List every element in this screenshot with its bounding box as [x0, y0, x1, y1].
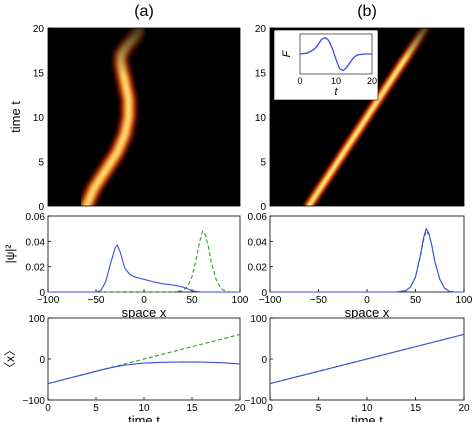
- a-heatmap-ytick-label: 20: [33, 24, 45, 35]
- b-mean-xtick-label: 10: [361, 403, 373, 414]
- b-density-ytick-label: 0.04: [248, 237, 268, 248]
- inset-xtick-label: 20: [367, 76, 377, 86]
- inset-xlabel: t: [334, 86, 338, 98]
- b-heatmap-ytick-label: 15: [255, 69, 267, 80]
- b-density-xtick-label: 50: [410, 295, 422, 306]
- a-mean-ytick-label: 0: [39, 355, 45, 366]
- b-mean-xtick-label: 0: [267, 403, 273, 414]
- b-mean-ytick-label: 100: [250, 314, 267, 325]
- b-mean-ytick-label: −100: [244, 396, 267, 407]
- b-density-xtick-label: −100: [259, 295, 282, 306]
- b-density-frame: [269, 215, 465, 293]
- b-heatmap-ytick-label: 5: [260, 158, 266, 169]
- a-density-xtick-label: 50: [186, 295, 198, 306]
- a-heatmap-ytick-label: 0: [38, 202, 44, 213]
- a-heatmap-heat-core: [84, 28, 143, 206]
- panel-label-b: (b): [357, 3, 377, 20]
- a-heatmap-ytick-label: 5: [38, 158, 44, 169]
- b-mean-series-0-line: [269, 333, 465, 385]
- b-density-ytick-label: 0: [261, 288, 267, 299]
- a-density-ytick-label: 0.06: [26, 212, 46, 223]
- a-heatmap-intensity: [78, 28, 149, 206]
- a-heatmap-ytick-label: 10: [33, 113, 45, 124]
- b-density-ytick-label: 0.06: [248, 212, 268, 223]
- inset-force-line: [299, 36, 372, 72]
- a-density-series-1-line: [48, 229, 240, 293]
- a-density-xtick-label: −50: [88, 295, 105, 306]
- b-mean-ytick-label: 0: [261, 355, 267, 366]
- a-density-ylabel: |ψ|²: [3, 245, 17, 264]
- b-density-xtick-label: −50: [310, 295, 327, 306]
- b-heatmap-ytick-label: 0: [260, 202, 266, 213]
- a-density-xlabel: space x: [122, 305, 167, 320]
- b-heatmap-ytick-label: 10: [255, 113, 267, 124]
- a-heatmap-ylabel: time t: [8, 101, 23, 133]
- b-density-xtick-label: 100: [456, 295, 473, 306]
- b-heatmap-intensity: [303, 28, 431, 206]
- b-mean-xlabel: time t: [351, 413, 383, 422]
- b-density-ytick-label: 0.02: [248, 263, 268, 274]
- b-mean-xtick-label: 5: [316, 403, 322, 414]
- a-density-xtick-label: −100: [37, 295, 60, 306]
- b-mean-xtick-label: 15: [410, 403, 422, 414]
- b-mean-xtick-label: 20: [458, 403, 470, 414]
- inset-ylabel: F: [281, 49, 293, 57]
- panel-label-a: (a): [134, 3, 154, 20]
- a-density-series-0-line: [48, 244, 240, 293]
- b-density-xtick-label: 0: [364, 295, 370, 306]
- a-mean-series-0-line: [47, 361, 241, 385]
- a-mean-ytick-label: −100: [22, 396, 45, 407]
- a-heatmap-ytick-label: 15: [33, 69, 45, 80]
- inset-xtick-label: 10: [331, 76, 341, 86]
- a-mean-ylabel: 〈x〉: [3, 344, 17, 374]
- b-heatmap-heat-core: [307, 28, 427, 206]
- a-density-ytick-label: 0.04: [26, 237, 46, 248]
- a-mean-xtick-label: 20: [234, 403, 246, 414]
- a-density-ytick-label: 0: [39, 288, 45, 299]
- a-heatmap-background: [48, 28, 240, 206]
- b-heatmap-ytick-label: 20: [255, 24, 267, 35]
- a-density-ytick-label: 0.02: [26, 263, 46, 274]
- b-density-series-0-line: [270, 227, 464, 293]
- inset-xtick-label: 0: [297, 76, 302, 86]
- a-mean-xtick-label: 15: [186, 403, 198, 414]
- a-density-frame: [47, 215, 241, 293]
- b-density-xlabel: space x: [345, 305, 390, 320]
- a-mean-xtick-label: 0: [45, 403, 51, 414]
- a-mean-xtick-label: 5: [93, 403, 99, 414]
- a-mean-xlabel: time t: [128, 413, 160, 422]
- a-mean-ytick-label: 100: [28, 314, 45, 325]
- a-density-xtick-label: 0: [141, 295, 147, 306]
- a-mean-xtick-label: 10: [138, 403, 150, 414]
- a-density-xtick-label: 100: [232, 295, 249, 306]
